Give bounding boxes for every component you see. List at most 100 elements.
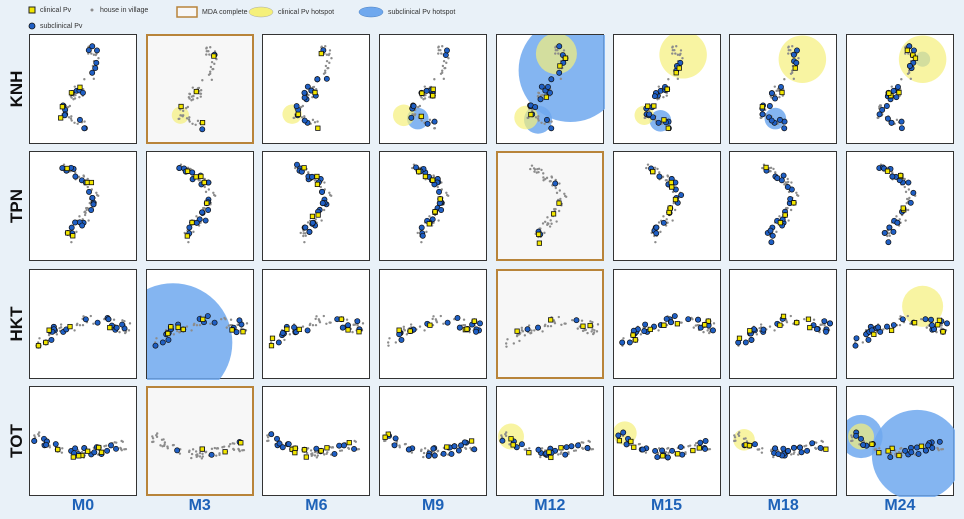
clinical-point <box>701 321 707 328</box>
house-point <box>188 120 191 123</box>
clinical-point <box>508 436 514 442</box>
house-point <box>940 323 943 327</box>
house-point <box>672 49 676 52</box>
house-point <box>554 208 557 211</box>
subclinical-point <box>890 321 897 328</box>
clinical-point <box>319 50 325 57</box>
subclinical-point <box>79 89 86 96</box>
house-point <box>229 318 232 321</box>
house-point <box>328 191 331 195</box>
clinical-hotspot <box>778 35 827 83</box>
clinical-point <box>896 452 902 458</box>
panel-plot <box>411 163 450 244</box>
house-point <box>527 446 531 450</box>
subclinical-point <box>108 442 114 449</box>
panel-hkt-m18 <box>729 268 838 379</box>
subclinical-point <box>477 320 484 326</box>
panel-tot-m3 <box>145 385 254 496</box>
subclinical-point <box>649 114 656 121</box>
house-point <box>925 326 928 329</box>
subclinical-point <box>431 118 438 125</box>
subclinical-point <box>448 450 455 457</box>
house-point <box>661 175 664 179</box>
house-point <box>432 314 435 318</box>
panel-tpn-m15 <box>612 151 721 262</box>
subclinical-point <box>905 179 912 186</box>
house-point <box>664 179 668 182</box>
house-point <box>556 453 560 456</box>
house-point <box>676 53 679 56</box>
subclinical-point <box>817 444 824 451</box>
subclinical-point <box>548 125 555 132</box>
house-point <box>821 440 825 443</box>
house-point <box>761 167 764 170</box>
subclinical-point <box>113 324 120 331</box>
house-point <box>59 322 63 326</box>
house-point <box>127 328 131 332</box>
subclinical-point <box>890 87 897 94</box>
house-point <box>118 330 121 333</box>
clinical-point <box>616 437 622 444</box>
subclinical-point <box>701 445 708 452</box>
house-point <box>73 328 76 332</box>
clinical-point <box>422 174 429 180</box>
house-point <box>326 53 329 56</box>
house-point <box>418 325 422 328</box>
clinical-point <box>180 326 186 332</box>
house-point <box>441 64 445 68</box>
subclinical-point <box>236 316 243 323</box>
panel-plot <box>58 43 100 132</box>
house-point <box>895 118 899 122</box>
house-point <box>191 122 194 125</box>
house-point <box>422 451 426 455</box>
subclinical-point <box>537 96 544 103</box>
clinical-point <box>437 196 443 202</box>
subclinical-point <box>72 445 79 452</box>
house-point <box>586 331 589 334</box>
house-point <box>323 72 326 75</box>
house-point <box>302 235 305 238</box>
house-point <box>200 79 204 82</box>
legend-subclinical-label: subclinical Pv <box>40 22 83 30</box>
house-point <box>208 322 212 325</box>
subclinical-point <box>660 220 667 227</box>
house-point <box>540 447 544 450</box>
house-point <box>745 440 749 443</box>
clinical-point <box>900 205 906 211</box>
clinical-point <box>199 120 205 126</box>
subclinical-point <box>473 328 480 335</box>
subclinical-point <box>797 444 804 451</box>
house-point <box>657 85 660 88</box>
house-point <box>563 195 567 198</box>
subclinical-point <box>913 444 920 451</box>
house-point <box>316 456 319 459</box>
clinical-point <box>314 174 320 180</box>
house-point <box>121 318 124 322</box>
house-point <box>445 61 448 65</box>
house-point <box>537 167 541 171</box>
clinical-point <box>888 327 895 333</box>
house-point <box>785 320 789 323</box>
house-point <box>191 448 195 451</box>
house-point <box>549 219 552 222</box>
subclinical-point <box>865 336 872 343</box>
clinical-point <box>77 84 83 90</box>
subclinical-point <box>454 314 461 321</box>
clinical-point <box>548 454 554 460</box>
house-point <box>903 186 906 189</box>
subclinical-point <box>823 328 830 335</box>
subclinical-point <box>294 103 300 110</box>
house-point <box>307 171 310 174</box>
house-point <box>537 171 540 174</box>
subclinical-point <box>752 441 759 448</box>
clinical-point <box>668 180 674 186</box>
panel-plot <box>59 163 100 244</box>
house-point <box>819 323 823 326</box>
house-point <box>536 95 539 98</box>
house-point <box>67 116 71 119</box>
legend-house: house in village <box>88 6 148 14</box>
subclinical-point <box>458 442 465 449</box>
clinical-point <box>557 63 563 69</box>
panel-plot <box>735 313 834 347</box>
panel-plot <box>846 409 955 497</box>
